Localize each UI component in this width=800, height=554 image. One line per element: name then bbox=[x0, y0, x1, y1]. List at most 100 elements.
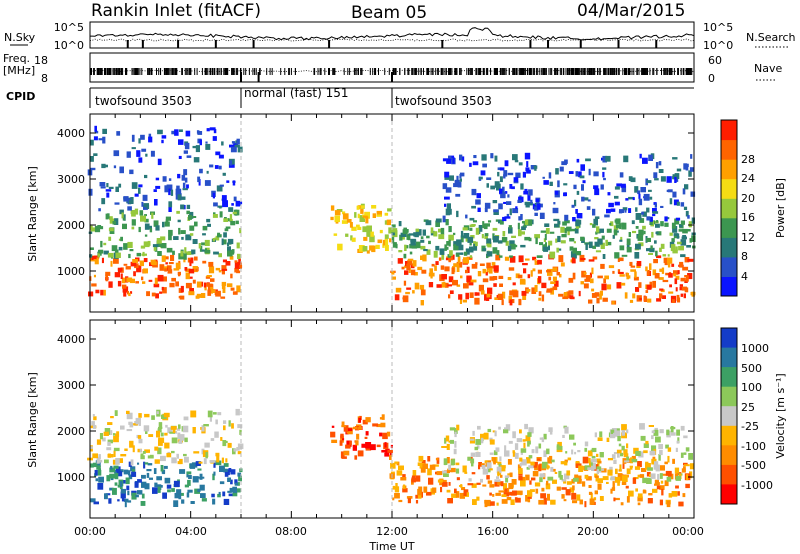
velocity-echo-cell bbox=[575, 461, 579, 465]
power-echo-cell bbox=[599, 293, 602, 300]
power-echo-cell bbox=[101, 163, 106, 169]
velocity-echo-cell bbox=[116, 471, 123, 477]
power-echo-cell bbox=[507, 172, 514, 176]
colorbar-swatch bbox=[721, 425, 737, 446]
power-echo-cell bbox=[519, 278, 526, 285]
velocity-echo-cell bbox=[486, 475, 490, 480]
power-echo-cell bbox=[560, 262, 565, 267]
velocity-echo-cell bbox=[137, 479, 142, 483]
velocity-echo-cell bbox=[659, 499, 663, 506]
velocity-echo-cell bbox=[476, 482, 481, 485]
power-echo-cell bbox=[398, 250, 403, 253]
power-echo-cell bbox=[484, 233, 489, 237]
power-echo-cell bbox=[90, 227, 96, 232]
power-echo-cell bbox=[659, 247, 662, 252]
power-echo-cell bbox=[469, 242, 472, 246]
velocity-echo-cell bbox=[593, 497, 597, 501]
velocity-echo-cell bbox=[102, 437, 106, 442]
power-echo-cell bbox=[420, 300, 424, 306]
power-echo-cell bbox=[176, 210, 180, 214]
power-echo-cell bbox=[114, 218, 119, 225]
power-echo-cell bbox=[342, 211, 346, 215]
nave-trace bbox=[89, 69, 695, 73]
power-echo-cell bbox=[526, 169, 531, 174]
velocity-echo-cell bbox=[652, 488, 658, 493]
power-x-ticks bbox=[89, 114, 695, 312]
power-echo-cell bbox=[457, 256, 461, 264]
velocity-cb-tick-1000: 1000 bbox=[741, 342, 769, 355]
velocity-echo-cell bbox=[230, 469, 236, 475]
velocity-echo-cell bbox=[607, 469, 613, 476]
velocity-echo-cell bbox=[565, 451, 568, 454]
power-echo-cell bbox=[411, 243, 418, 249]
power-echo-cell bbox=[686, 245, 691, 248]
power-echo-cell bbox=[664, 262, 668, 266]
power-echo-cell bbox=[522, 220, 528, 224]
velocity-echo-cell bbox=[106, 475, 111, 482]
velocity-echo-cell bbox=[482, 468, 489, 475]
power-echo-cell bbox=[228, 207, 234, 212]
power-echo-cell bbox=[162, 287, 167, 294]
power-echo-cell bbox=[417, 266, 423, 271]
velocity-echo-cell bbox=[667, 455, 670, 463]
velocity-echo-cell bbox=[664, 480, 669, 487]
velocity-echo-cell bbox=[133, 423, 138, 426]
velocity-echo-cell bbox=[372, 423, 378, 427]
frequency-tick-low: 8 bbox=[41, 72, 48, 85]
power-echo-cell bbox=[530, 270, 533, 277]
power-echo-cell bbox=[123, 243, 128, 250]
velocity-echo-cell bbox=[635, 450, 641, 456]
velocity-echo-cell bbox=[471, 472, 476, 475]
power-echo-cell bbox=[489, 294, 492, 300]
power-echo-cell bbox=[198, 179, 201, 186]
velocity-echo-cell bbox=[442, 470, 447, 474]
power-echo-cell bbox=[690, 191, 696, 197]
power-echo-cell bbox=[122, 217, 126, 221]
power-echo-cell bbox=[691, 217, 695, 224]
power-echo-cell bbox=[229, 144, 234, 148]
velocity-echo-cell bbox=[566, 481, 572, 485]
power-echo-cell bbox=[661, 295, 666, 299]
power-echo-cell bbox=[684, 184, 689, 190]
velocity-echo-cell bbox=[215, 419, 218, 425]
power-echo-cell bbox=[205, 276, 211, 279]
power-echo-cell bbox=[194, 256, 198, 261]
power-echo-cell bbox=[138, 184, 143, 188]
power-echo-cell bbox=[119, 209, 124, 215]
velocity-echo-cell bbox=[683, 462, 688, 466]
velocity-echo-cell bbox=[353, 426, 357, 430]
power-echo-cell bbox=[166, 265, 172, 271]
power-echo-cell bbox=[130, 261, 137, 267]
velocity-echo-cell bbox=[141, 474, 146, 479]
power-echo-cell bbox=[524, 219, 529, 225]
velocity-echo-cell bbox=[445, 435, 450, 442]
power-echo-cell bbox=[675, 287, 678, 292]
velocity-echo-cell bbox=[115, 466, 121, 472]
power-echo-cell bbox=[471, 205, 476, 209]
velocity-echo-cell bbox=[158, 426, 163, 429]
power-echo-cell bbox=[564, 227, 567, 234]
velocity-echo-cell bbox=[157, 447, 162, 455]
power-echo-cell bbox=[492, 276, 498, 281]
velocity-echo-cell bbox=[230, 479, 233, 485]
power-echo-cell bbox=[672, 191, 677, 198]
power-echo-cell bbox=[504, 256, 510, 261]
velocity-echo-cell bbox=[417, 488, 422, 496]
power-echo-cell bbox=[506, 201, 512, 205]
power-echo-cell bbox=[669, 198, 673, 205]
power-echo-cell bbox=[676, 201, 680, 206]
velocity-echo-cell bbox=[237, 424, 243, 429]
power-echo-cell bbox=[601, 283, 607, 291]
power-echo-cell bbox=[671, 238, 675, 242]
velocity-echo-cell bbox=[547, 476, 554, 481]
power-echo-cell bbox=[641, 211, 644, 215]
velocity-echo-cell bbox=[606, 437, 610, 442]
power-echo-cell bbox=[632, 197, 635, 201]
velocity-echo-cell bbox=[190, 501, 195, 504]
velocity-echo-cell bbox=[597, 478, 603, 483]
velocity-echo-cell bbox=[349, 440, 352, 445]
velocity-echo-cell bbox=[142, 451, 146, 454]
power-echo-cell bbox=[448, 255, 451, 263]
power-echo-cell bbox=[583, 283, 589, 289]
power-echo-cell bbox=[497, 167, 502, 171]
